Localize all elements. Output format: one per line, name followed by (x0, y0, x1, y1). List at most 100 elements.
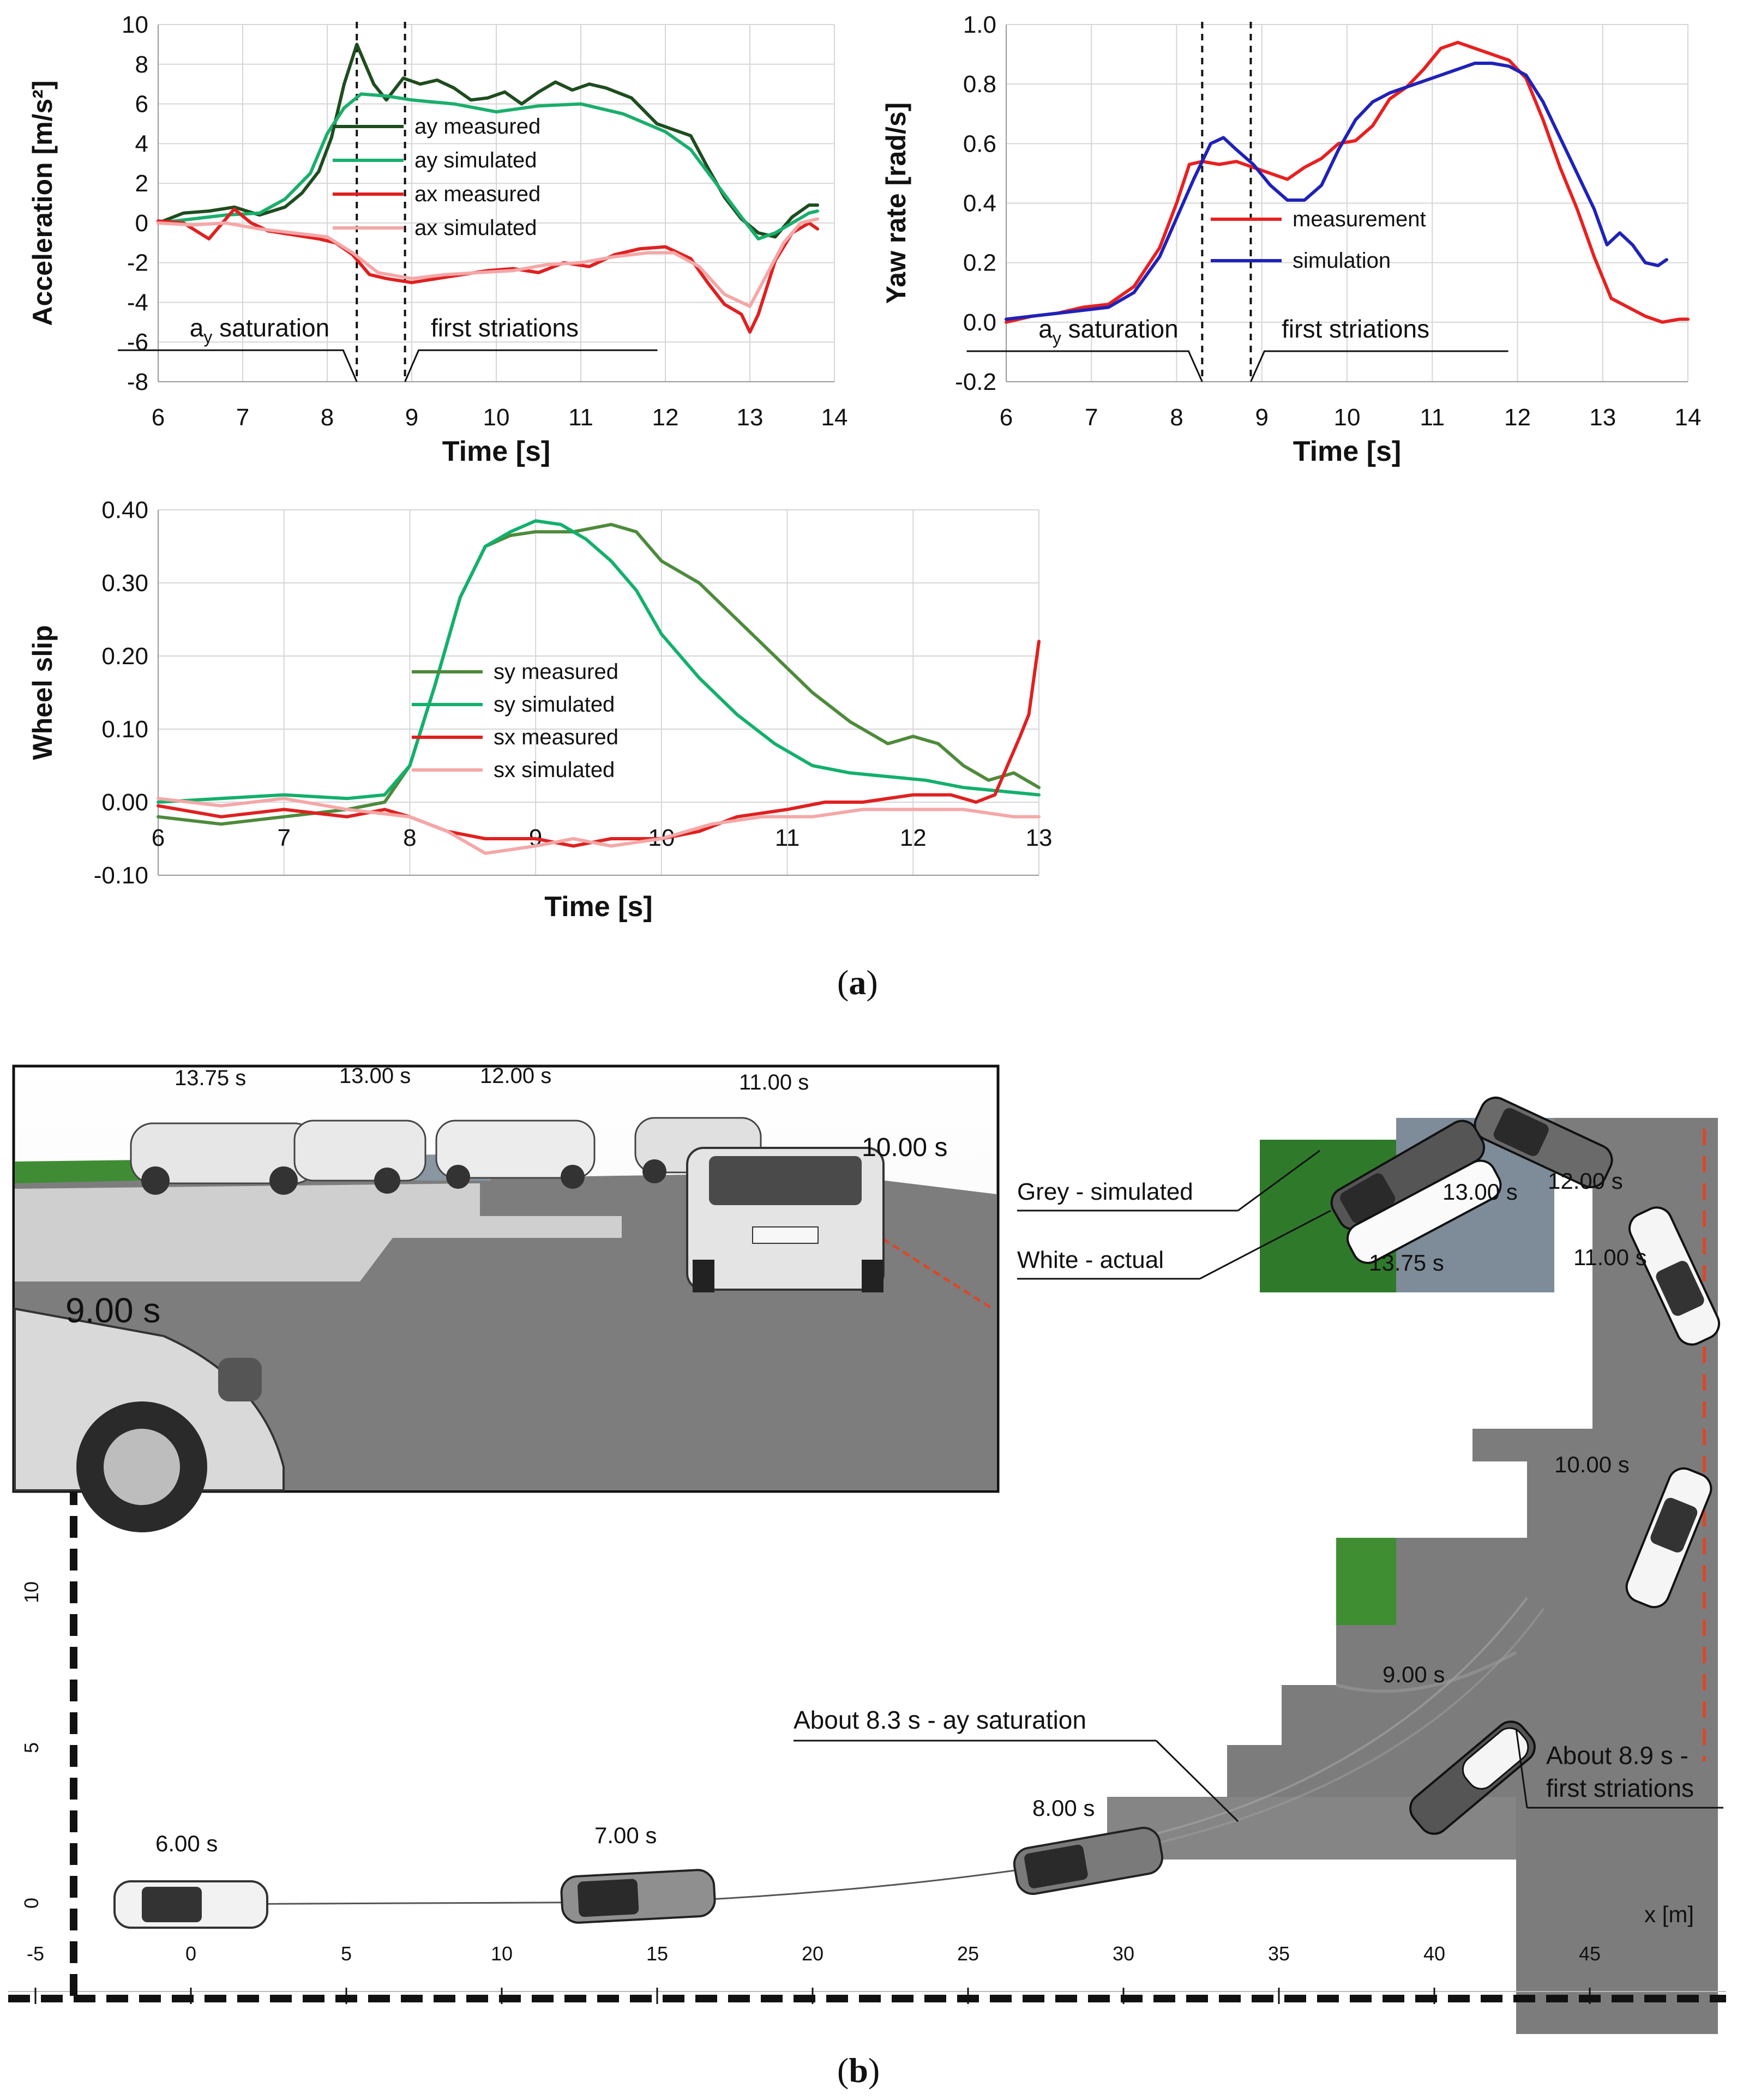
annotation-label: ay saturation (1038, 315, 1178, 348)
x-tick-label: 12 (900, 825, 927, 851)
callouts: Grey - simulated White - actual About 8.… (794, 1150, 1723, 1822)
annotation-label: ay saturation (190, 314, 329, 347)
inset-car-13s (293, 1120, 426, 1194)
callout-ay-saturation: About 8.3 s - ay saturation (794, 1706, 1086, 1734)
panel-a-label: (a) (837, 963, 878, 1002)
inset-car-12s (435, 1120, 596, 1189)
y-tick-label: -8 (127, 369, 148, 395)
legend-label: sy simulated (494, 693, 615, 717)
y-tick-label: 0.6 (963, 130, 996, 157)
y-tick-label: 0.4 (963, 190, 996, 217)
x-tick-label: 20 (802, 1942, 824, 1965)
callout-grey-simulated: Grey - simulated (1017, 1178, 1193, 1205)
gridlines (158, 24, 835, 382)
y-tick-label: 10 (122, 11, 148, 38)
yaw-rate-chart: 6 7 8 9 10 11 12 13 14 -0.2 0.0 0.2 0.4 0.6 0.8 1.0 Time… (873, 0, 1737, 480)
annotation-bracket (118, 349, 358, 382)
x-tick-label: 11 (775, 825, 800, 851)
x-tick-label: 14 (821, 404, 848, 431)
acceleration-chart: 6 7 8 9 10 11 12 13 14 -8 -6 -4 -2 0 2 4 6 8 10 Time [s] Acc… (0, 0, 873, 480)
y-tick-label: 0.10 (101, 716, 148, 743)
y-tick-label: 0.20 (101, 643, 148, 670)
x-tick-label: 13 (737, 404, 764, 431)
x-tick-label: 9 (1255, 404, 1269, 431)
callout-white-actual: White - actual (1017, 1247, 1164, 1273)
legend-label: ay simulated (414, 148, 537, 172)
legend-label: ax measured (414, 182, 540, 206)
legend: ay measured ay simulated ax measured ax sim… (333, 115, 540, 240)
legend-label: ax simulated (414, 216, 537, 240)
series-line-ay-simulated (157, 92, 819, 240)
car-6s (113, 1880, 268, 1929)
y-tick-label: -2 (127, 250, 148, 276)
y-axis-title: Yaw rate [rad/s] (881, 103, 911, 304)
y-tick-label: -0.10 (94, 862, 148, 889)
x-tick-label: 7 (236, 404, 249, 431)
x-axis-title: Time [s] (544, 891, 652, 923)
y-tick-label: 0.2 (963, 250, 996, 276)
car-10s (1625, 1467, 1712, 1609)
x-tick-label: 0 (185, 1942, 196, 1965)
car-8s (1013, 1826, 1164, 1896)
x-axis-ruler (8, 1991, 1726, 2002)
annotation-label: first striations (431, 314, 579, 342)
inset-label-13-00: 13.00 s (339, 1064, 411, 1088)
x-axis-labels: -5 0 5 10 15 20 25 30 35 40 45 (27, 1942, 1601, 2004)
y-tick-label: 0.8 (963, 71, 996, 98)
y-tick-label: 1.0 (963, 11, 996, 38)
x-tick-label: 15 (646, 1942, 668, 1965)
trajectory-scene: 13.75 s 13.00 s 12.00 s 11.00 s 10.00 s … (0, 1052, 1737, 2067)
series-line-simulation (1005, 62, 1668, 321)
callout-first-striations-2: first striations (1546, 1774, 1694, 1802)
inset-label-13-75: 13.75 s (175, 1066, 246, 1090)
aerial-label-7-00: 7.00 s (594, 1822, 657, 1848)
x-tick-label: 8 (1170, 404, 1183, 431)
annotation-bracket (966, 350, 1203, 382)
x-tick-label: 10 (483, 404, 510, 431)
series-line-sy-simulated (157, 519, 1041, 804)
series-line-ax-simulated (157, 217, 819, 308)
inset-car-13-75s (130, 1122, 317, 1195)
y-tick-label: -6 (127, 329, 148, 356)
car-11s (1628, 1206, 1720, 1346)
series-line-sx-measured (157, 640, 1041, 848)
y-tick-label: 0 (135, 210, 148, 237)
aerial-label-13-75: 13.75 s (1369, 1250, 1444, 1275)
series-line-measurement (1005, 40, 1690, 324)
y-tick-label: 0.40 (101, 497, 148, 524)
x-tick-label: 13 (1026, 825, 1053, 851)
car-7s (560, 1869, 716, 1924)
inset-car-10s (686, 1147, 885, 1292)
x-tick-label: 10 (491, 1942, 513, 1965)
aerial-label-10-00: 10.00 s (1554, 1452, 1630, 1477)
legend: sy measured sy simulated sx measured sx sim… (412, 660, 618, 782)
y-tick-label: 5 (20, 1742, 43, 1753)
x-tick-label: 35 (1268, 1942, 1290, 1965)
aerial-label-13-00: 13.00 s (1443, 1179, 1518, 1205)
annotation-bracket (404, 349, 658, 382)
x-tick-label: 12 (652, 404, 679, 431)
x-tick-label: 11 (568, 404, 593, 431)
legend-label: sy measured (494, 660, 618, 684)
aerial-label-12-00: 12.00 s (1548, 1168, 1623, 1194)
x-tick-label: 9 (405, 404, 418, 431)
callout-first-striations-1: About 8.9 s - (1546, 1741, 1688, 1770)
car-13-75s (1346, 1159, 1502, 1264)
y-axis-labels: 0 5 10 (20, 1581, 43, 1909)
x-tick-label: 8 (403, 825, 416, 851)
panel-b-label: (b) (837, 2051, 880, 2090)
x-tick-label: 8 (321, 404, 334, 431)
aerial-label-11-00: 11.00 s (1573, 1244, 1647, 1270)
y-axis-title: Acceleration [m/s²] (27, 80, 58, 326)
legend-label: measurement (1293, 207, 1426, 231)
y-tick-label: 0.00 (101, 789, 148, 816)
y-tick-label: -4 (127, 289, 148, 316)
inset-labels: 13.75 s 13.00 s 12.00 s 11.00 s 10.00 s … (65, 1064, 947, 1330)
y-tick-label: -0.2 (955, 369, 996, 395)
y-tick-label: 0 (20, 1898, 43, 1909)
annotation-label: first striations (1282, 315, 1429, 343)
x-tick-label: 13 (1589, 404, 1616, 431)
wheel-slip-chart: 6 7 8 9 10 11 12 13 -0.10 0.00 0.10 0.20 0.30 0.40 Tim… (0, 485, 1069, 938)
series-line-sx-simulated (157, 797, 1041, 855)
y-tick-label: 0.0 (963, 309, 996, 336)
